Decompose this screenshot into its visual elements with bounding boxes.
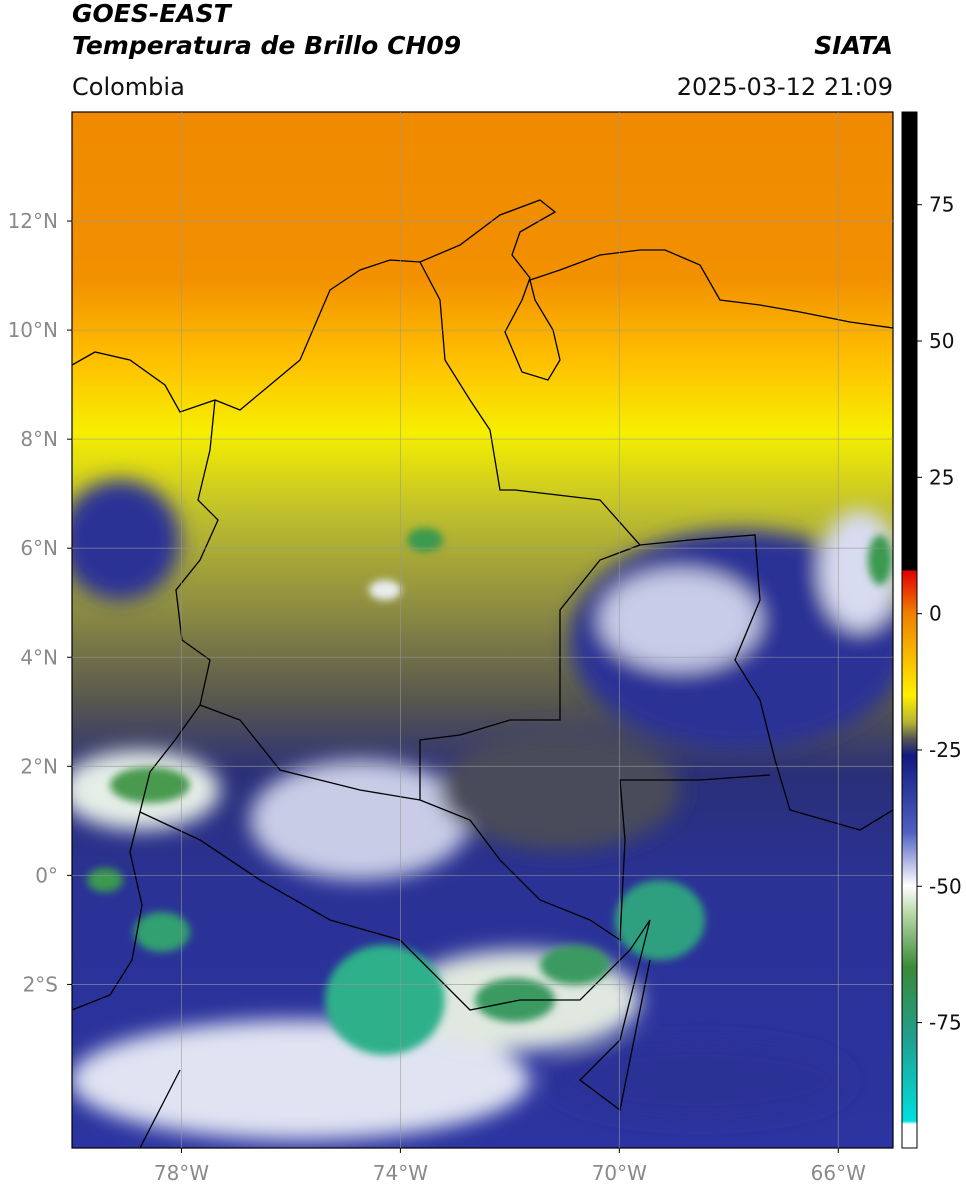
colorbar-tick-label: -50 — [929, 874, 962, 898]
y-tick-label: 8°N — [20, 427, 58, 451]
x-tick-label: 66°W — [811, 1161, 866, 1185]
y-tick-label: 6°N — [20, 536, 58, 560]
borders — [72, 199, 893, 1148]
satellite-image — [72, 112, 893, 1148]
x-tick-label: 78°W — [154, 1161, 209, 1185]
x-tick-label: 74°W — [373, 1161, 428, 1185]
region: Colombia — [72, 73, 185, 101]
title: GOES-EAST — [72, 0, 233, 28]
colorbar-tick-label: -25 — [929, 738, 962, 762]
y-tick-label: 10°N — [8, 318, 58, 342]
map-frame — [71, 111, 894, 1149]
y-tick-label: 4°N — [20, 645, 58, 669]
colorbar — [901, 111, 918, 1149]
y-tick-label: 12°N — [8, 209, 58, 233]
datetime: 2025-03-12 21:09 — [677, 73, 893, 101]
y-tick-label: 2°S — [23, 972, 58, 996]
source: SIATA — [814, 31, 893, 60]
y-tick-label: 0° — [35, 863, 58, 887]
colorbar-tick-label: 75 — [929, 193, 954, 217]
colorbar-tick-label: 0 — [929, 602, 942, 626]
colorbar-tick-label: -75 — [929, 1011, 962, 1035]
subtitle: Temperatura de Brillo CH09 — [72, 31, 461, 60]
colorbar-tick-label: 50 — [929, 329, 954, 353]
y-tick-label: 2°N — [20, 754, 58, 778]
x-tick-label: 70°W — [592, 1161, 647, 1185]
colorbar-tick-label: 25 — [929, 465, 954, 489]
